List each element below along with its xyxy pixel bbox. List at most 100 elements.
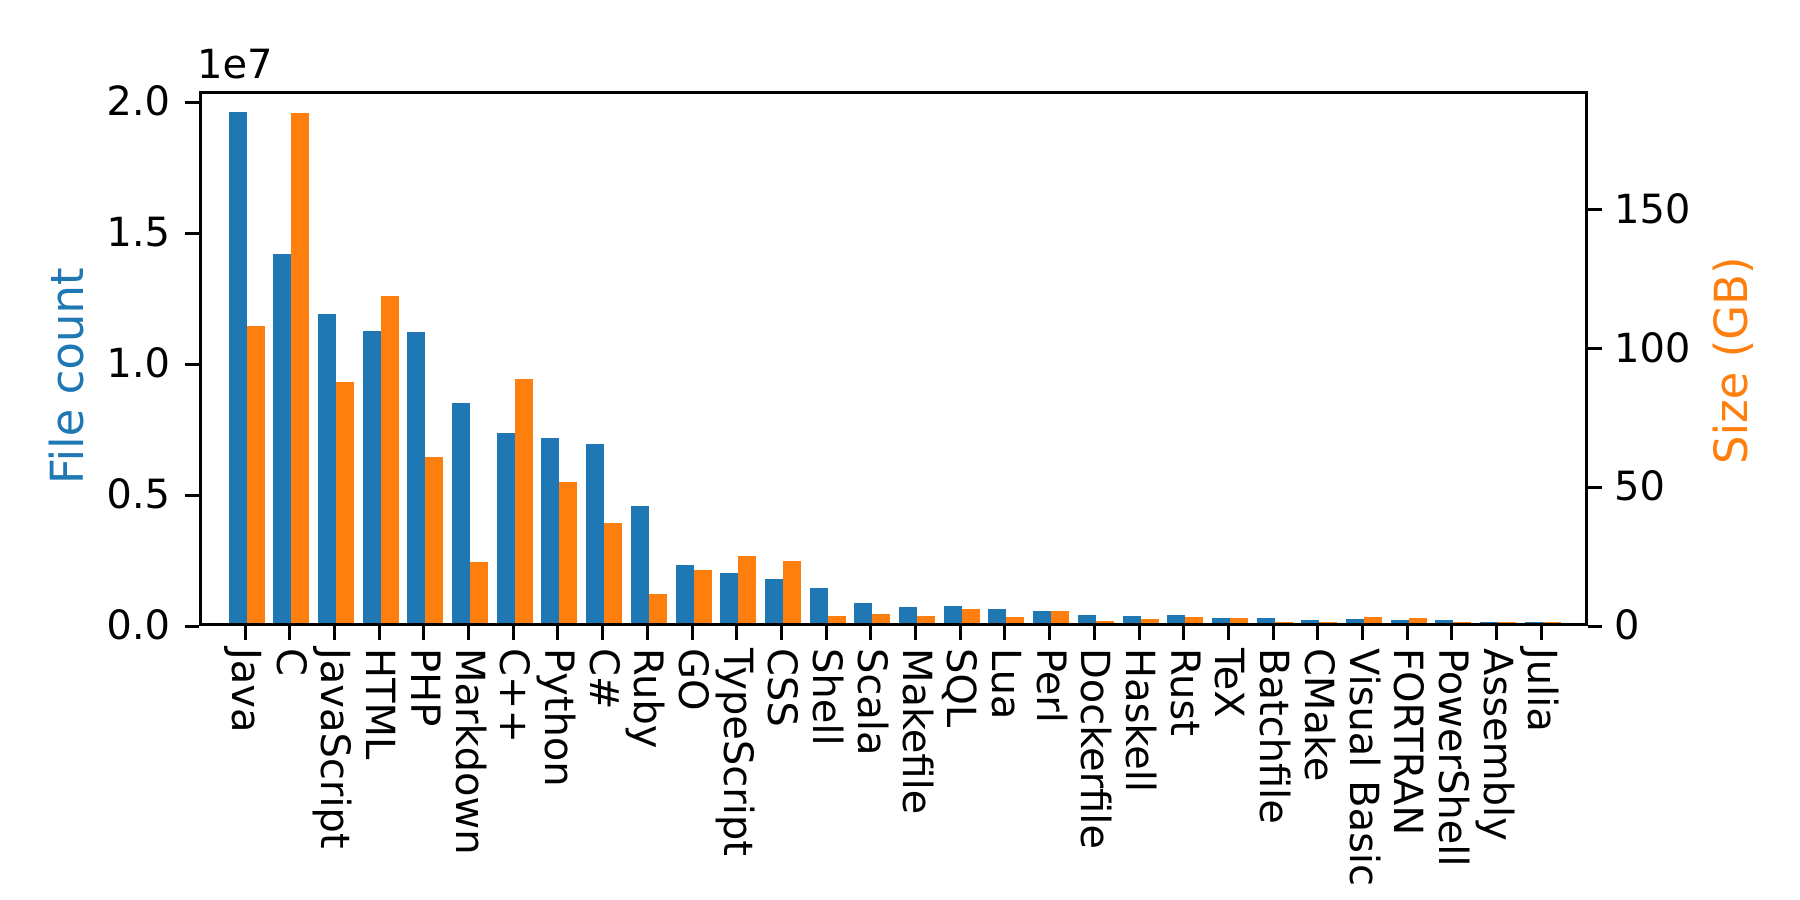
axis-offset-label: 1e7 [197,42,273,88]
size-bar [1542,622,1561,623]
x-tick [914,626,917,640]
size-bar [1051,611,1070,623]
file-count-bar [1301,619,1320,623]
right-axis-title: Size (GB) [1705,256,1758,464]
x-tick-label: TeX [1205,648,1252,718]
file-count-bar [228,112,247,623]
x-tick [824,626,828,640]
x-tick-label: C# [579,648,626,710]
x-tick [1048,626,1052,640]
x-tick [377,626,381,640]
file-count-bar [452,402,470,623]
x-tick-label: Lua [981,648,1028,720]
size-bar [827,616,846,623]
size-bar [738,556,757,623]
size-bar [1498,621,1517,623]
file-count-bar [1346,618,1364,623]
x-tick-label: Ruby [624,648,671,749]
left-y-tick-label: 2.0 [106,79,170,125]
file-count-bar [317,313,336,623]
right-y-tick-label: 100 [1614,325,1691,372]
x-tick-label: Java [222,648,268,733]
x-tick-label: Dockerfile [1071,648,1118,849]
file-count-bar [720,573,739,623]
file-count-bar [541,437,560,623]
x-tick [1316,626,1320,640]
size-bar [559,481,578,623]
size-bar [917,616,935,623]
size-bar [1095,621,1114,623]
right-y-tick-label: 50 [1614,464,1665,511]
size-bar [1319,622,1338,623]
x-tick [1405,626,1409,640]
size-bar [872,613,891,623]
file-count-bar [362,330,381,623]
x-tick-label: Assembly [1473,648,1520,841]
x-tick-label: Batchfile [1250,648,1297,824]
x-tick [243,626,247,640]
file-count-bar [988,608,1007,623]
x-tick [735,626,739,640]
size-bar [693,570,712,623]
size-bar [1185,617,1204,623]
x-tick-label: TypeScript [713,648,760,856]
left-y-tick [185,231,199,235]
x-tick-label: Shell [803,648,850,746]
x-tick-label: FORTRAN [1384,648,1431,836]
size-bar [604,523,623,623]
x-tick-label: SQL [937,648,984,728]
x-tick [690,626,694,640]
file-count-bar [496,433,515,623]
x-tick [1495,626,1499,640]
x-tick-label: Rust [1160,648,1207,736]
file-count-bar [764,578,783,623]
x-tick-label: Python [534,648,581,787]
file-count-bar [1480,621,1499,623]
size-bar [470,561,488,623]
x-tick [645,626,649,640]
x-tick [1092,626,1096,640]
size-bar [782,560,801,623]
left-y-tick-label: 1.5 [106,210,170,256]
size-bar [514,378,533,623]
size-bar [335,381,354,623]
left-y-tick [185,362,199,366]
x-tick-label: HTML [356,648,403,760]
file-count-bar [1211,618,1230,623]
x-tick-label: PowerShell [1428,648,1475,867]
left-y-tick [185,100,199,104]
x-tick [467,626,470,640]
x-tick-label: PHP [400,648,447,727]
size-bar [1408,618,1427,623]
file-count-bar [407,331,426,623]
size-bar [425,456,444,623]
file-count-bar [1077,614,1096,623]
right-y-tick [1588,485,1602,489]
right-y-tick [1588,347,1602,351]
left-y-tick-label: 0.5 [106,472,170,518]
x-tick [332,626,336,640]
x-tick-label: Haskell [1116,648,1162,793]
x-tick-label: Julia [1518,648,1565,732]
right-y-tick-label: 0 [1614,603,1640,649]
size-bar [648,593,667,623]
size-bar [1274,621,1293,623]
file-count-bar [1524,622,1543,623]
right-y-tick [1588,208,1602,212]
x-tick [288,626,292,640]
x-tick-label: Scala [847,648,894,756]
size-bar [291,112,310,623]
x-tick-label: Visual Basic [1339,648,1386,887]
file-count-bar [1435,620,1454,623]
file-count-bar [1390,620,1409,623]
x-tick [1182,626,1186,640]
file-count-bar [943,606,962,623]
right-y-tick-label: 150 [1614,186,1691,233]
file-count-bar [1167,615,1186,623]
x-tick [1539,626,1543,640]
size-bar [1006,617,1025,623]
size-bar [961,609,980,623]
x-tick [422,626,426,640]
file-count-bar [675,564,694,623]
